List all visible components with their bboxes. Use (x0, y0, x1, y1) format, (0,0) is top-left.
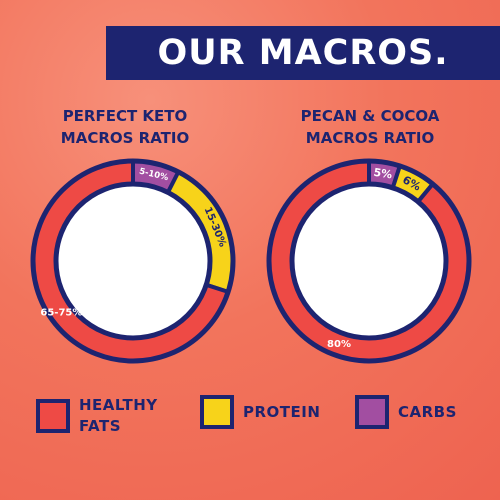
legend-label-fats: HEALTHY FATS (79, 395, 158, 437)
purple-square-icon (355, 395, 389, 429)
chart-title-keto: PERFECT KETO MACROS RATIO (10, 105, 240, 149)
legend-label-protein: PROTEIN (243, 402, 321, 421)
slice-label-pecan-carbs: 5% (373, 166, 393, 182)
donut-outer-ring-pecan (266, 158, 472, 364)
page-title: OUR MACROS. (157, 33, 449, 73)
donut-outer-ring-keto (30, 158, 236, 364)
legend-label-fats-line2: FATS (79, 417, 122, 435)
chart-title-keto-line2: MACROS RATIO (60, 129, 190, 147)
legend-label-fats-line1: HEALTHY (79, 396, 158, 414)
legend-item-fats: HEALTHY FATS (36, 395, 158, 437)
chart-title-pecan-line1: PECAN & COCOA (300, 107, 440, 125)
chart-title-pecan: PECAN & COCOA MACROS RATIO (255, 105, 485, 149)
slice-label-pecan-fats: 80% (327, 339, 351, 350)
donut-hole-keto (53, 181, 213, 341)
legend-label-carbs: CARBS (398, 402, 457, 421)
chart-title-keto-line1: PERFECT KETO (62, 107, 188, 125)
slice-label-keto-fats: 65-75% (40, 308, 82, 319)
header-banner: OUR MACROS. (106, 26, 500, 80)
donut-hole-pecan (289, 181, 449, 341)
legend-item-carbs: CARBS (355, 395, 457, 429)
legend-item-protein: PROTEIN (200, 395, 320, 429)
red-square-icon (36, 399, 70, 433)
donut-chart-pecan: 5% 6%80% (266, 158, 472, 364)
chart-title-pecan-line2: MACROS RATIO (305, 129, 435, 147)
yellow-square-icon (200, 395, 234, 429)
donut-chart-keto: 5-10%15-30%65-75% (30, 158, 236, 364)
